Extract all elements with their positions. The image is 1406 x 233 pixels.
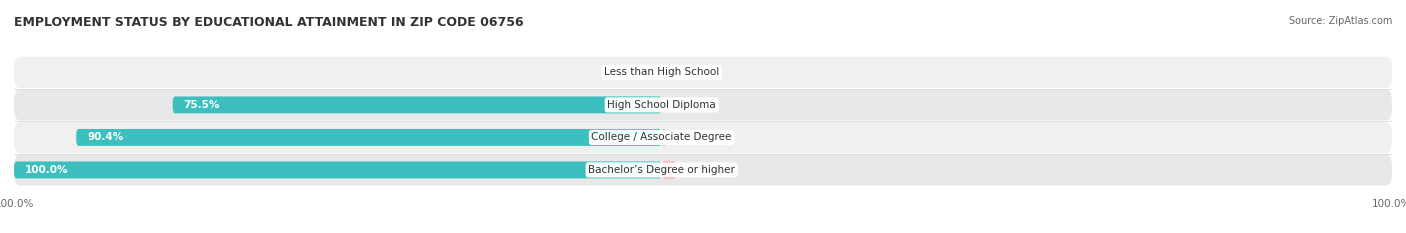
Text: 0.0%: 0.0% (672, 67, 699, 77)
Text: Source: ZipAtlas.com: Source: ZipAtlas.com (1288, 16, 1392, 26)
Text: Less than High School: Less than High School (605, 67, 720, 77)
FancyBboxPatch shape (14, 161, 662, 178)
Text: 0.0%: 0.0% (621, 67, 648, 77)
FancyBboxPatch shape (14, 154, 1392, 185)
FancyBboxPatch shape (14, 122, 1392, 153)
FancyBboxPatch shape (14, 89, 1392, 120)
Text: High School Diploma: High School Diploma (607, 100, 716, 110)
Text: Bachelor’s Degree or higher: Bachelor’s Degree or higher (588, 165, 735, 175)
FancyBboxPatch shape (173, 96, 662, 113)
FancyBboxPatch shape (662, 129, 666, 146)
Text: 0.0%: 0.0% (672, 100, 699, 110)
Text: College / Associate Degree: College / Associate Degree (592, 132, 733, 142)
Text: 0.6%: 0.6% (678, 132, 703, 142)
Text: EMPLOYMENT STATUS BY EDUCATIONAL ATTAINMENT IN ZIP CODE 06756: EMPLOYMENT STATUS BY EDUCATIONAL ATTAINM… (14, 16, 523, 29)
Text: 90.4%: 90.4% (87, 132, 124, 142)
FancyBboxPatch shape (76, 129, 662, 146)
Text: 100.0%: 100.0% (25, 165, 69, 175)
FancyBboxPatch shape (662, 161, 676, 178)
Text: 75.5%: 75.5% (184, 100, 221, 110)
FancyBboxPatch shape (14, 57, 1392, 88)
Text: 2.0%: 2.0% (688, 165, 714, 175)
